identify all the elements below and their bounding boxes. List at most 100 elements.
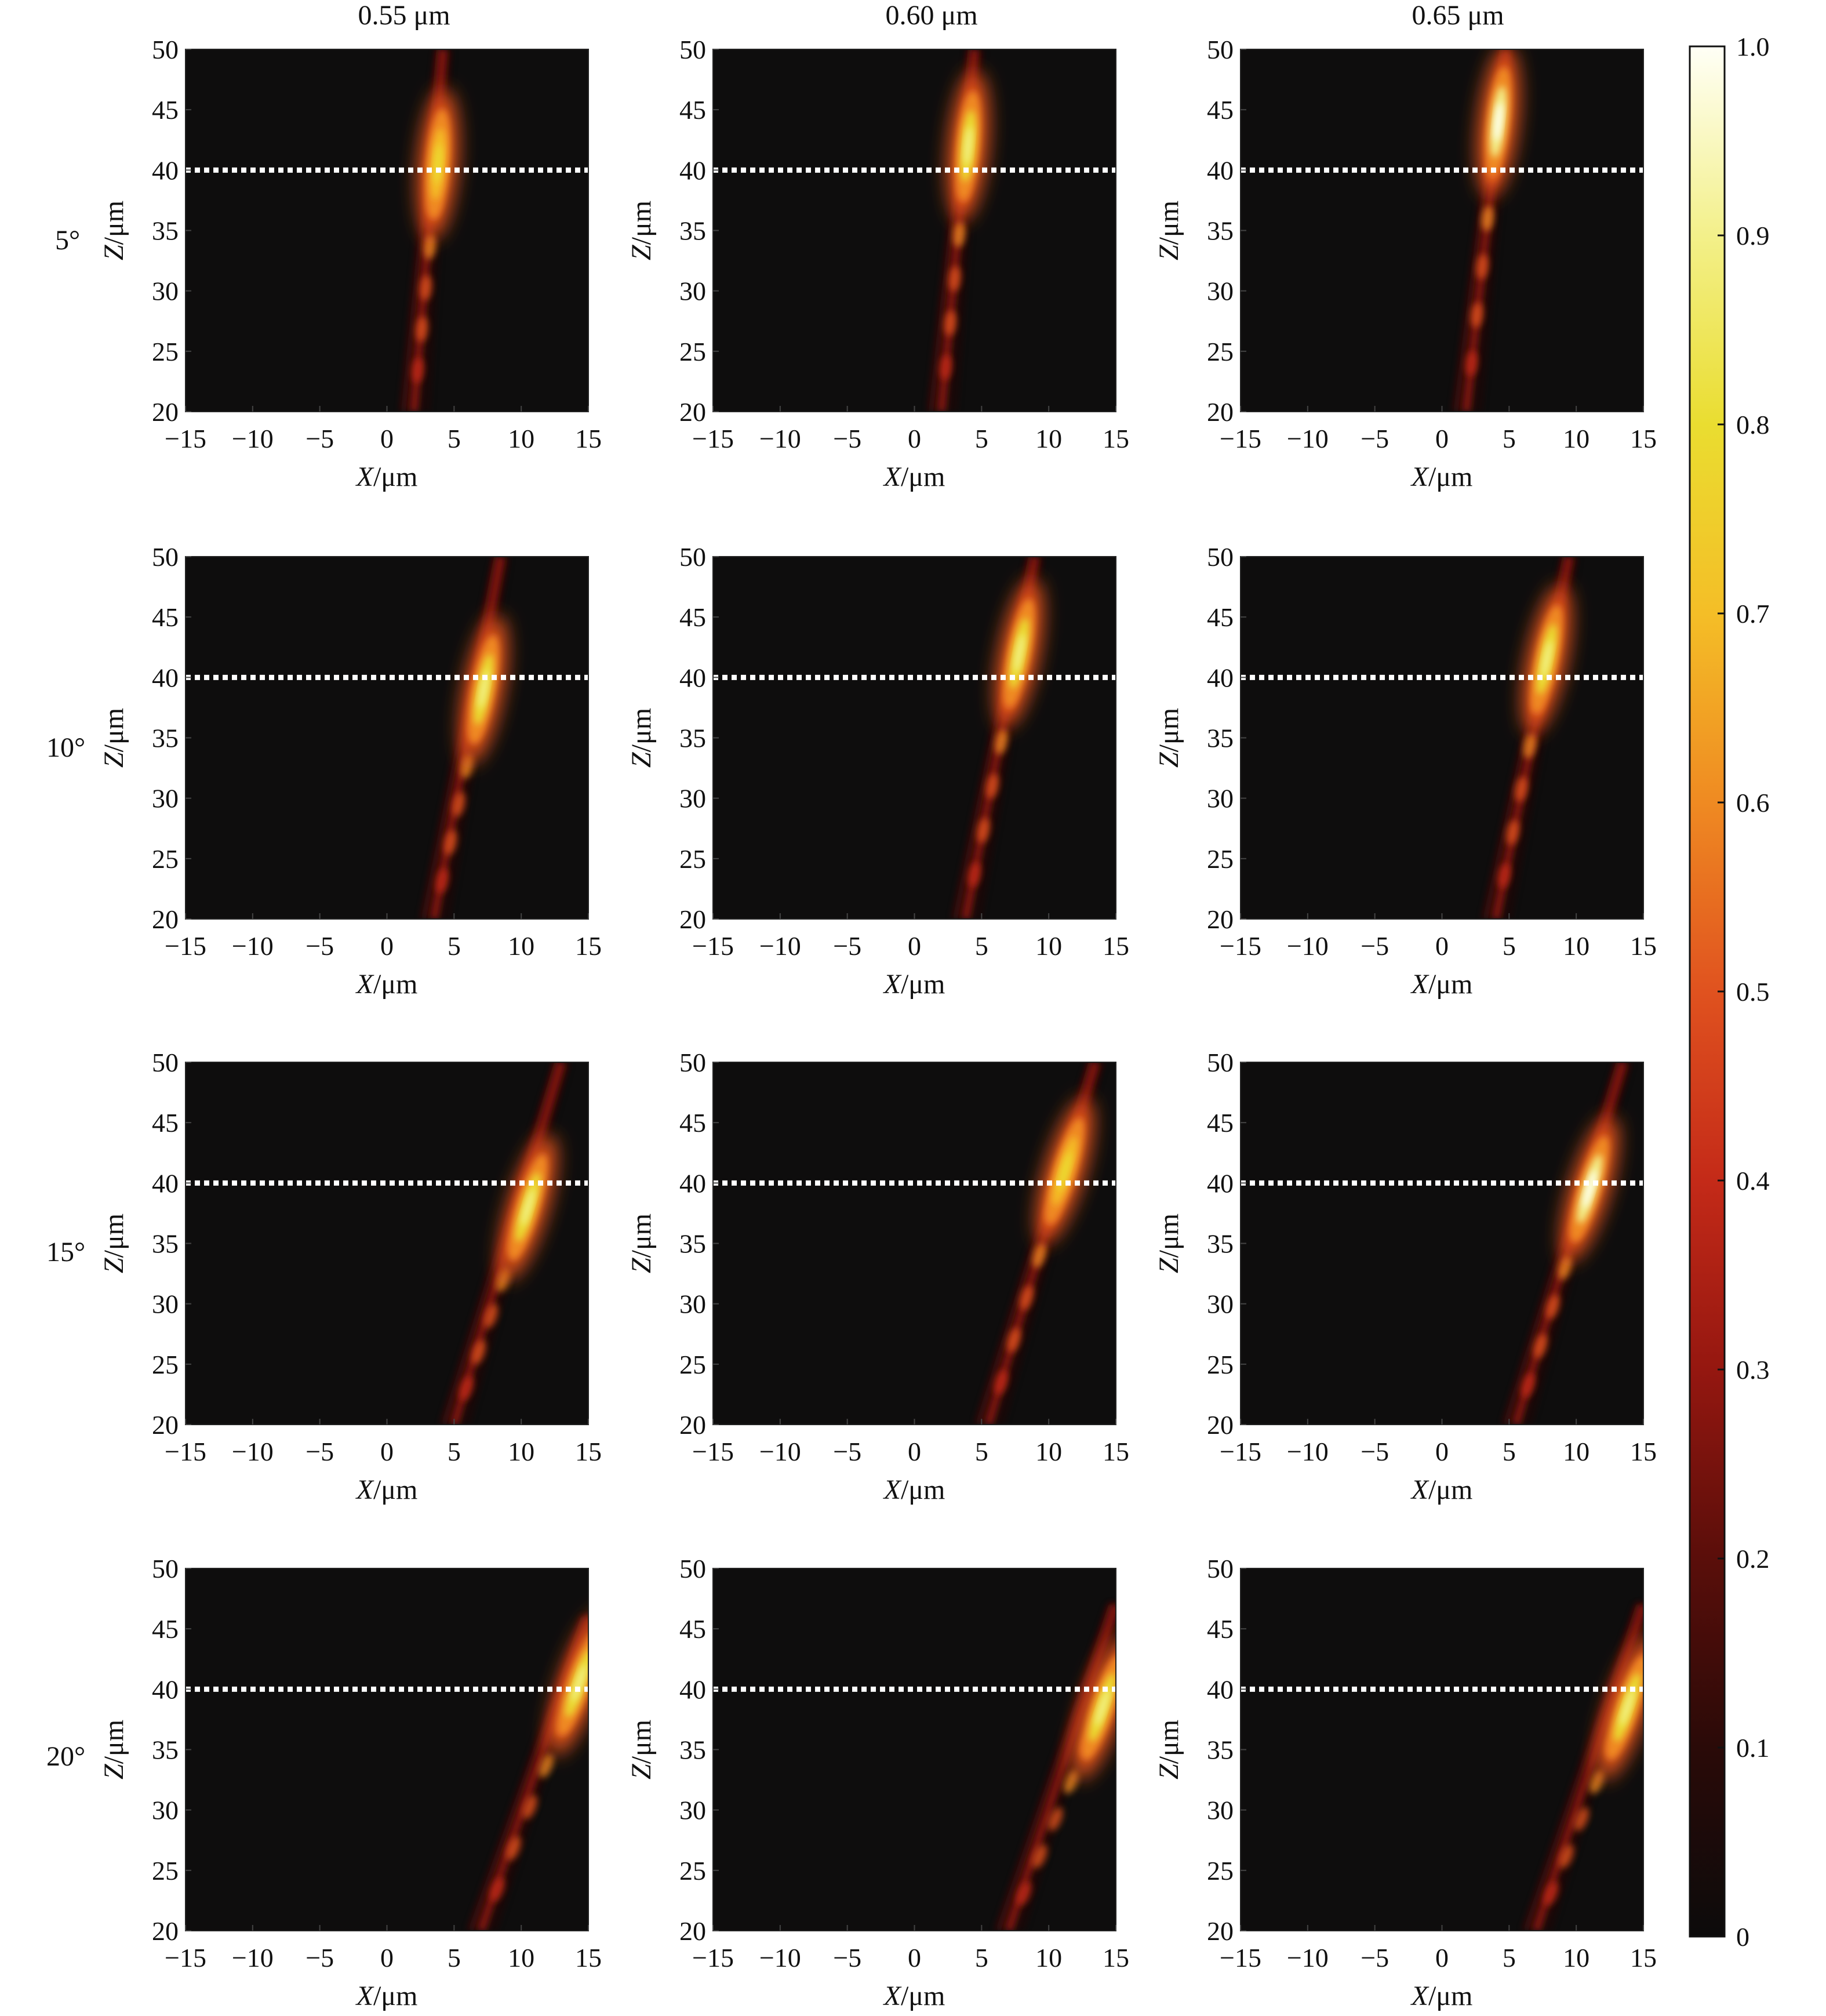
beam	[975, 1062, 1104, 1425]
focus-peak	[434, 144, 442, 184]
panel-2-1: −15 −10 −5 0 5 10 15 20 25 30 35 40 45 50 X/μm Z/μm	[99, 542, 602, 1000]
x-tick-label: 15	[1103, 424, 1129, 453]
focus-peak	[964, 126, 972, 166]
y-tick-label: 45	[679, 602, 706, 632]
speckle	[539, 1753, 554, 1778]
x-tick-label: −15	[165, 424, 206, 453]
y-tick-label: 30	[152, 277, 179, 306]
focus-peak	[1095, 1688, 1110, 1726]
y-tick-label: 25	[679, 1856, 706, 1886]
speckle	[416, 316, 428, 342]
x-tick-label: 0	[1435, 424, 1449, 453]
speckle	[484, 1303, 498, 1328]
beam	[1482, 557, 1578, 919]
y-tick-label: 30	[1207, 1796, 1234, 1825]
focus-peak	[521, 1188, 534, 1226]
y-tick-label: 25	[679, 337, 706, 366]
speckle	[490, 1877, 505, 1902]
beam	[441, 1062, 570, 1425]
beam	[400, 49, 459, 412]
x-tick-label: −5	[1361, 1943, 1389, 1973]
x-tick-label: −10	[759, 931, 801, 961]
y-axis-label: Z/μm	[626, 708, 657, 768]
speckle	[1471, 302, 1483, 328]
y-tick-label: 45	[1207, 1108, 1234, 1138]
panel-3-3: −15 −10 −5 0 5 10 15 20 25 30 35 40 45 50 X/μm Z/μm	[1154, 1048, 1657, 1505]
y-tick-label: 35	[679, 724, 706, 753]
y-tick-label: 25	[679, 1350, 706, 1379]
y-tick-label: 20	[152, 1410, 179, 1440]
x-tick-label: 5	[975, 424, 988, 453]
speckle	[420, 275, 432, 301]
y-tick-label: 20	[1207, 1916, 1234, 1946]
panel-background	[185, 1568, 588, 1931]
y-tick-label: 45	[152, 95, 179, 125]
x-tick-label: −5	[833, 1437, 861, 1466]
x-tick-label: −5	[305, 931, 334, 961]
speckle	[977, 818, 990, 843]
y-tick-label: 45	[679, 1108, 706, 1138]
y-axis-label: Z/μm	[1154, 1720, 1184, 1779]
y-tick-label: 20	[679, 1916, 706, 1946]
panel-1-3: −15 −10 −5 0 5 10 15 20 25 30 35 40 45 50 X/μm Z/μm	[1154, 35, 1657, 492]
panel-4-1: −15 −10 −5 0 5 10 15 20 25 30 35 40 45 50 X/μm Z/μm	[99, 1554, 602, 2011]
y-axis-label: Z/μm	[99, 708, 129, 768]
y-tick-label: 20	[152, 905, 179, 934]
x-tick-label: 10	[508, 931, 534, 961]
speckle	[1465, 350, 1478, 376]
y-axis-label: Z/μm	[99, 201, 129, 260]
colorbar-tick-label: 0	[1736, 1922, 1749, 1952]
x-tick-label: 10	[1035, 1943, 1062, 1973]
colorbar-tick-label: 0.6	[1736, 788, 1770, 818]
speckle	[1506, 820, 1519, 845]
beam-tail	[1004, 1603, 1116, 1931]
y-tick-label: 20	[679, 397, 706, 427]
speckle	[1544, 1881, 1559, 1906]
speckle	[424, 234, 436, 260]
y-tick-label: 20	[1207, 397, 1234, 427]
y-tick-label: 25	[1207, 337, 1234, 366]
beam	[1503, 1062, 1632, 1425]
panel-background	[713, 1062, 1116, 1425]
panel-3-2: −15 −10 −5 0 5 10 15 20 25 30 35 40 45 50 X/μm Z/μm	[626, 1048, 1129, 1505]
speckle	[1064, 1770, 1079, 1794]
y-tick-label: 45	[1207, 1614, 1234, 1644]
x-tick-label: 5	[1503, 1437, 1516, 1466]
y-tick-label: 40	[679, 663, 706, 692]
y-tick-label: 50	[679, 1048, 706, 1077]
y-tick-label: 35	[1207, 1735, 1234, 1765]
x-tick-label: 10	[1563, 424, 1589, 453]
x-tick-label: 0	[380, 931, 394, 961]
colorbar: 0 0.1 0.2 0.3 0.4 0.5 0.6 0.7 0.8 0.9 1.0	[1689, 32, 1770, 1952]
x-tick-label: 5	[448, 1437, 461, 1466]
beam	[927, 49, 990, 412]
focus-peak	[1058, 1152, 1072, 1190]
y-tick-label: 30	[152, 784, 179, 813]
y-tick-label: 45	[152, 602, 179, 632]
x-tick-label: 15	[575, 424, 602, 453]
x-tick-label: 5	[1503, 424, 1516, 453]
y-tick-label: 25	[152, 1856, 179, 1886]
y-tick-label: 50	[1207, 1554, 1234, 1583]
beam	[467, 1611, 588, 1931]
x-tick-label: −10	[1287, 1943, 1329, 1973]
x-tick-label: 10	[508, 1437, 534, 1466]
y-tick-label: 40	[152, 155, 179, 185]
x-tick-label: −5	[305, 1437, 334, 1466]
y-tick-label: 50	[152, 542, 179, 572]
y-axis-label: Z/μm	[99, 1214, 129, 1273]
y-tick-label: 30	[1207, 1289, 1234, 1319]
panel-2-3: −15 −10 −5 0 5 10 15 20 25 30 35 40 45 50 X/μm Z/μm	[1154, 542, 1657, 1000]
x-tick-label: 10	[508, 1943, 534, 1973]
colorbar-tick-label: 0.8	[1736, 410, 1770, 439]
focus-peak	[1494, 102, 1503, 141]
y-tick-label: 50	[1207, 542, 1234, 572]
x-tick-label: 5	[975, 931, 988, 961]
x-tick-label: 15	[1630, 424, 1657, 453]
x-tick-label: −15	[165, 1943, 206, 1973]
y-tick-label: 35	[152, 1229, 179, 1259]
speckle	[953, 221, 965, 248]
colorbar-tick-label: 0.3	[1736, 1355, 1770, 1385]
x-axis-label: X/μm	[355, 462, 418, 492]
x-tick-label: −10	[232, 1437, 274, 1466]
